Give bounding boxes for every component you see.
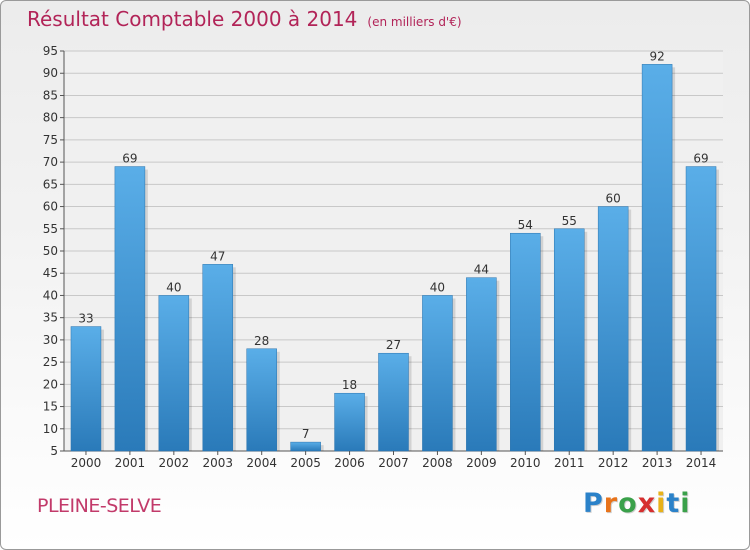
bar-value-label: 69: [693, 152, 708, 166]
logo-letter: P: [583, 488, 604, 519]
logo-letter: o: [618, 488, 638, 519]
y-tick-label: 90: [43, 66, 58, 80]
bar: [158, 295, 190, 452]
y-tick-label: 20: [43, 377, 58, 391]
logo-letter: x: [637, 488, 657, 519]
bar: [290, 441, 321, 452]
x-tick-label: 2010: [510, 456, 541, 470]
bar: [334, 392, 365, 452]
x-tick-label: 2014: [686, 456, 717, 470]
chart-title-text: Résultat Comptable 2000 à 2014: [27, 7, 358, 31]
bar-value-label: 69: [122, 152, 137, 166]
y-tick-label: 95: [43, 44, 58, 58]
bar-value-label: 33: [78, 312, 93, 326]
chart-title: Résultat Comptable 2000 à 2014 (en millie…: [27, 7, 462, 31]
logo-letter: i: [680, 488, 691, 519]
x-tick-label: 2007: [378, 456, 409, 470]
bar-value-label: 47: [210, 249, 225, 263]
bar: [553, 228, 585, 452]
bar: [378, 352, 409, 452]
x-tick-label: 2006: [334, 456, 365, 470]
bar-value-label: 7: [302, 427, 310, 441]
bar: [70, 326, 102, 452]
x-tick-label: 2008: [422, 456, 453, 470]
bar-value-label: 92: [649, 49, 664, 63]
bar-value-label: 55: [562, 214, 577, 228]
x-tick-label: 2013: [642, 456, 673, 470]
bar: [685, 166, 717, 452]
x-tick-label: 2003: [202, 456, 233, 470]
bar-value-label: 28: [254, 334, 269, 348]
x-tick-label: 2011: [554, 456, 585, 470]
y-tick-label: 85: [43, 88, 58, 102]
x-tick-label: 2000: [71, 456, 102, 470]
bar: [422, 295, 453, 452]
y-tick-label: 55: [43, 222, 58, 236]
y-tick-label: 10: [43, 422, 58, 436]
x-tick-label: 2004: [246, 456, 277, 470]
y-tick-label: 35: [43, 311, 58, 325]
y-tick-label: 40: [43, 288, 58, 302]
bar: [202, 264, 234, 452]
bar: [466, 277, 497, 452]
x-tick-label: 2009: [466, 456, 497, 470]
chart-unit-note: (en milliers d'€): [367, 15, 462, 29]
bar-value-label: 40: [166, 280, 181, 294]
bar-value-label: 27: [386, 338, 401, 352]
bar-value-label: 60: [606, 192, 621, 206]
y-tick-label: 45: [43, 266, 58, 280]
bar-value-label: 18: [342, 378, 357, 392]
proxiti-logo: Proxiti: [583, 488, 691, 519]
x-tick-label: 2002: [159, 456, 190, 470]
bar: [510, 232, 541, 452]
commune-name: PLEINE-SELVE: [37, 495, 162, 517]
y-tick-label: 25: [43, 355, 58, 369]
bar: [641, 64, 673, 452]
y-tick-label: 5: [50, 444, 58, 458]
y-tick-label: 65: [43, 177, 58, 191]
bar: [597, 206, 629, 452]
y-tick-label: 60: [43, 200, 58, 214]
y-tick-label: 15: [43, 400, 58, 414]
bar-value-label: 54: [518, 218, 533, 232]
x-tick-label: 2012: [598, 456, 629, 470]
y-tick-label: 30: [43, 333, 58, 347]
bar: [246, 348, 277, 452]
y-tick-label: 70: [43, 155, 58, 169]
bar: [114, 166, 146, 452]
bar-value-label: 44: [474, 263, 489, 277]
logo-letter: t: [666, 488, 681, 519]
logo-letter: r: [603, 488, 619, 519]
y-tick-label: 50: [43, 244, 58, 258]
x-tick-label: 2005: [290, 456, 321, 470]
y-tick-label: 75: [43, 133, 58, 147]
x-tick-label: 2001: [115, 456, 146, 470]
bar-value-label: 40: [430, 280, 445, 294]
logo-letter: i: [656, 488, 667, 519]
y-tick-label: 80: [43, 111, 58, 125]
